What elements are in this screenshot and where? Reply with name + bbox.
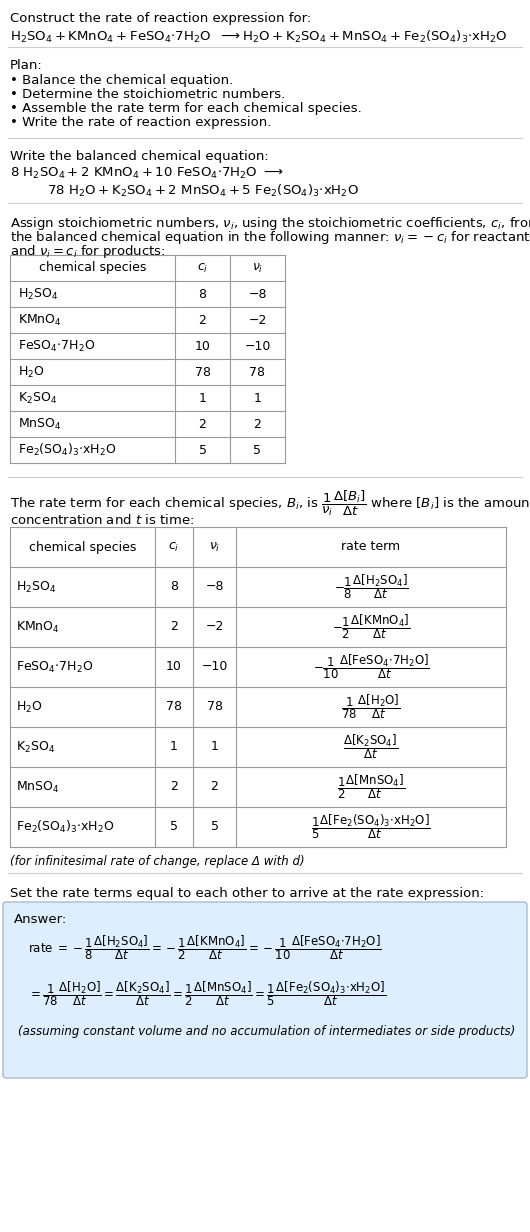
Text: Construct the rate of reaction expression for:: Construct the rate of reaction expressio… <box>10 12 311 25</box>
Text: $\dfrac{1}{2}\dfrac{\Delta[\mathrm{MnSO_4}]}{\Delta t}$: $\dfrac{1}{2}\dfrac{\Delta[\mathrm{MnSO_… <box>337 772 405 801</box>
FancyBboxPatch shape <box>3 902 527 1078</box>
Text: 2: 2 <box>199 313 207 326</box>
Text: • Balance the chemical equation.: • Balance the chemical equation. <box>10 74 233 87</box>
Text: $\mathregular{Fe_2(SO_4)_3{\cdot}xH_2O}$: $\mathregular{Fe_2(SO_4)_3{\cdot}xH_2O}$ <box>16 819 114 835</box>
Text: Plan:: Plan: <box>10 59 43 71</box>
Text: Write the balanced chemical equation:: Write the balanced chemical equation: <box>10 150 269 163</box>
Text: $\mathregular{FeSO_4{\cdot}7H_2O}$: $\mathregular{FeSO_4{\cdot}7H_2O}$ <box>16 659 93 675</box>
Text: 10: 10 <box>166 660 182 674</box>
Text: (assuming constant volume and no accumulation of intermediates or side products): (assuming constant volume and no accumul… <box>18 1025 515 1039</box>
Text: −8: −8 <box>248 287 267 301</box>
Text: −2: −2 <box>249 313 267 326</box>
Text: $\nu_i$: $\nu_i$ <box>252 261 263 275</box>
Text: $\mathregular{8\ H_2SO_4 + 2\ KMnO_4 + 10\ FeSO_4{\cdot}7H_2O\ \longrightarrow}$: $\mathregular{8\ H_2SO_4 + 2\ KMnO_4 + 1… <box>10 166 284 181</box>
Text: $\mathregular{H_2O}$: $\mathregular{H_2O}$ <box>18 365 45 379</box>
Text: $\mathregular{FeSO_4{\cdot}7H_2O}$: $\mathregular{FeSO_4{\cdot}7H_2O}$ <box>18 339 95 354</box>
Text: $\mathregular{K_2SO_4}$: $\mathregular{K_2SO_4}$ <box>18 391 57 405</box>
Text: $\mathregular{KMnO_4}$: $\mathregular{KMnO_4}$ <box>16 620 60 634</box>
Text: 1: 1 <box>210 740 218 754</box>
Text: 5: 5 <box>210 821 218 834</box>
Text: $= \dfrac{1}{78}\dfrac{\Delta[\mathrm{H_2O}]}{\Delta t}= \dfrac{\Delta[\mathrm{K: $= \dfrac{1}{78}\dfrac{\Delta[\mathrm{H_… <box>28 979 386 1008</box>
Text: rate term: rate term <box>341 541 401 553</box>
Text: chemical species: chemical species <box>39 261 146 275</box>
Text: $\nu_i$: $\nu_i$ <box>209 541 220 553</box>
Text: $c_i$: $c_i$ <box>197 261 208 275</box>
Text: $\mathregular{\ \ \ \ 78\ H_2O + K_2SO_4 + 2\ MnSO_4 + 5\ Fe_2(SO_4)_3{\cdot}xH_: $\mathregular{\ \ \ \ 78\ H_2O + K_2SO_4… <box>30 184 359 200</box>
Text: 78: 78 <box>166 701 182 713</box>
Text: 78: 78 <box>207 701 223 713</box>
Text: 5: 5 <box>253 444 261 457</box>
Text: $\mathregular{H_2SO_4 + KMnO_4 + FeSO_4{\cdot}7H_2O}$  $\mathregular{\longrighta: $\mathregular{H_2SO_4 + KMnO_4 + FeSO_4{… <box>10 30 507 46</box>
Text: $\mathregular{H_2SO_4}$: $\mathregular{H_2SO_4}$ <box>18 287 58 302</box>
Text: $\mathregular{H_2SO_4}$: $\mathregular{H_2SO_4}$ <box>16 579 56 595</box>
Text: 2: 2 <box>210 781 218 793</box>
Text: $\mathregular{MnSO_4}$: $\mathregular{MnSO_4}$ <box>16 780 59 795</box>
Text: $\dfrac{\Delta[\mathrm{K_2SO_4}]}{\Delta t}$: $\dfrac{\Delta[\mathrm{K_2SO_4}]}{\Delta… <box>343 733 399 761</box>
Text: 78: 78 <box>250 366 266 378</box>
Text: −2: −2 <box>205 621 224 633</box>
Text: concentration and $t$ is time:: concentration and $t$ is time: <box>10 513 194 527</box>
Text: 1: 1 <box>199 392 207 404</box>
Text: 5: 5 <box>170 821 178 834</box>
Text: (for infinitesimal rate of change, replace Δ with d): (for infinitesimal rate of change, repla… <box>10 855 305 869</box>
Text: $\mathregular{KMnO_4}$: $\mathregular{KMnO_4}$ <box>18 313 62 328</box>
Text: the balanced chemical equation in the following manner: $\nu_i = -c_i$ for react: the balanced chemical equation in the fo… <box>10 229 530 246</box>
Text: • Write the rate of reaction expression.: • Write the rate of reaction expression. <box>10 116 271 129</box>
Text: Assign stoichiometric numbers, $\nu_i$, using the stoichiometric coefficients, $: Assign stoichiometric numbers, $\nu_i$, … <box>10 216 530 232</box>
Text: and $\nu_i = c_i$ for products:: and $\nu_i = c_i$ for products: <box>10 243 165 260</box>
Text: $-\dfrac{1}{8}\dfrac{\Delta[\mathrm{H_2SO_4}]}{\Delta t}$: $-\dfrac{1}{8}\dfrac{\Delta[\mathrm{H_2S… <box>333 573 409 601</box>
Text: −10: −10 <box>244 340 271 352</box>
Text: $-\dfrac{1}{10}\dfrac{\Delta[\mathrm{FeSO_4{\cdot}7H_2O}]}{\Delta t}$: $-\dfrac{1}{10}\dfrac{\Delta[\mathrm{FeS… <box>313 653 429 681</box>
Text: 1: 1 <box>170 740 178 754</box>
Text: 2: 2 <box>170 781 178 793</box>
Text: 2: 2 <box>199 418 207 430</box>
Text: $\dfrac{1}{78}\dfrac{\Delta[\mathrm{H_2O}]}{\Delta t}$: $\dfrac{1}{78}\dfrac{\Delta[\mathrm{H_2O… <box>341 692 401 722</box>
Text: $-\dfrac{1}{2}\dfrac{\Delta[\mathrm{KMnO_4}]}{\Delta t}$: $-\dfrac{1}{2}\dfrac{\Delta[\mathrm{KMnO… <box>332 612 410 642</box>
Text: 10: 10 <box>195 340 210 352</box>
Text: −10: −10 <box>201 660 228 674</box>
Text: $\mathregular{MnSO_4}$: $\mathregular{MnSO_4}$ <box>18 416 61 431</box>
Text: 8: 8 <box>199 287 207 301</box>
Text: $\mathregular{K_2SO_4}$: $\mathregular{K_2SO_4}$ <box>16 739 55 754</box>
Text: 1: 1 <box>253 392 261 404</box>
Text: $\mathregular{Fe_2(SO_4)_3{\cdot}xH_2O}$: $\mathregular{Fe_2(SO_4)_3{\cdot}xH_2O}$ <box>18 442 117 458</box>
Text: The rate term for each chemical species, $B_i$, is $\dfrac{1}{\nu_i}\dfrac{\Delt: The rate term for each chemical species,… <box>10 489 530 519</box>
Text: −8: −8 <box>205 580 224 594</box>
Text: chemical species: chemical species <box>29 541 136 553</box>
Text: $c_i$: $c_i$ <box>169 541 180 553</box>
Text: • Determine the stoichiometric numbers.: • Determine the stoichiometric numbers. <box>10 87 285 101</box>
Text: 2: 2 <box>170 621 178 633</box>
Text: 78: 78 <box>195 366 210 378</box>
Text: Answer:: Answer: <box>14 913 67 926</box>
Text: • Assemble the rate term for each chemical species.: • Assemble the rate term for each chemic… <box>10 102 362 115</box>
Text: Set the rate terms equal to each other to arrive at the rate expression:: Set the rate terms equal to each other t… <box>10 887 484 901</box>
Text: rate $= -\dfrac{1}{8}\dfrac{\Delta[\mathrm{H_2SO_4}]}{\Delta t}= -\dfrac{1}{2}\d: rate $= -\dfrac{1}{8}\dfrac{\Delta[\math… <box>28 933 382 962</box>
Text: 8: 8 <box>170 580 178 594</box>
Text: 5: 5 <box>199 444 207 457</box>
Text: $\mathregular{H_2O}$: $\mathregular{H_2O}$ <box>16 700 42 715</box>
Text: $\dfrac{1}{5}\dfrac{\Delta[\mathrm{Fe_2(SO_4)_3{\cdot}xH_2O}]}{\Delta t}$: $\dfrac{1}{5}\dfrac{\Delta[\mathrm{Fe_2(… <box>311 813 431 841</box>
Text: 2: 2 <box>253 418 261 430</box>
